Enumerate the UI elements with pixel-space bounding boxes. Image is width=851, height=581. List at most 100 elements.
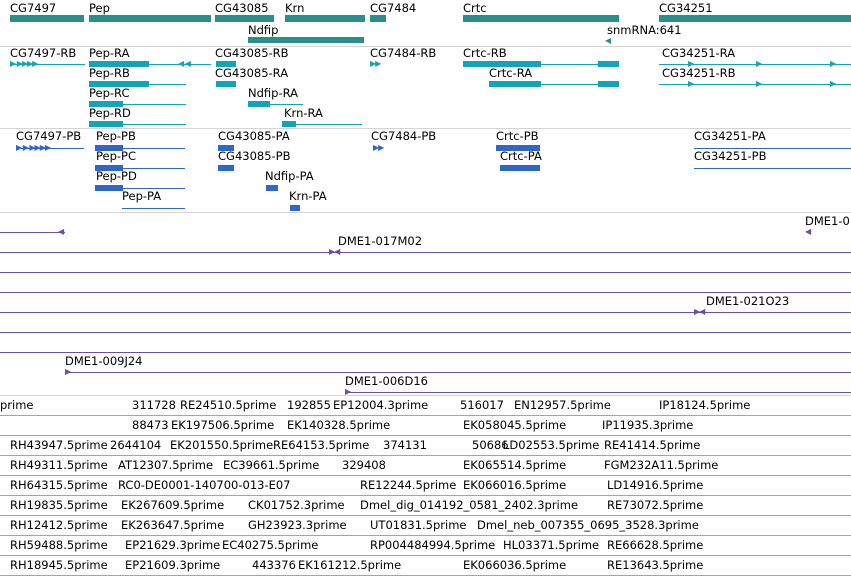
est-label[interactable]: RH43947.5prime <box>10 438 108 452</box>
est-label[interactable]: RC0-DE0001-140700-013-E07 <box>118 478 291 492</box>
est-label[interactable]: EK065514.5prime <box>463 458 567 472</box>
est-label[interactable]: RE12244.5prime <box>360 478 457 492</box>
gene-label-ndfip[interactable]: Ndfip <box>248 23 279 37</box>
gene-label-snmrna[interactable]: snmRNA:641 <box>607 23 682 37</box>
clone-label[interactable]: DME1-017M02 <box>338 234 423 248</box>
est-label[interactable]: EK140328.5prime <box>287 418 391 432</box>
est-label[interactable]: 192855 <box>287 398 331 412</box>
est-label[interactable]: EK066036.5prime <box>463 558 567 572</box>
est-label[interactable]: RH19835.5prime <box>10 498 108 512</box>
clone-line[interactable] <box>0 272 851 273</box>
est-label[interactable]: GH23923.3prime <box>248 518 347 532</box>
est-label[interactable]: RE13643.5prime <box>607 558 704 572</box>
transcript-label[interactable]: CG34251-RB <box>662 66 736 80</box>
gene-label-cg7497[interactable]: CG7497 <box>10 1 57 15</box>
protein-label[interactable]: CG43085-PA <box>218 129 290 143</box>
gene-bar-cg7484[interactable] <box>370 15 386 22</box>
transcript-label[interactable]: Krn-RA <box>284 106 323 120</box>
cds-block[interactable] <box>290 205 300 211</box>
cds-block[interactable] <box>266 185 278 191</box>
est-label[interactable]: 516017 <box>460 398 504 412</box>
protein-label[interactable]: CG34251-PA <box>694 129 766 143</box>
est-label[interactable]: 88473 <box>132 418 169 432</box>
est-label[interactable]: 374131 <box>383 438 427 452</box>
clone-line[interactable] <box>0 252 851 253</box>
est-label[interactable]: EP21609.3prime <box>125 558 221 572</box>
gene-bar-cg34251[interactable] <box>659 15 851 22</box>
clone-line[interactable] <box>0 332 851 333</box>
clone-label[interactable]: DME1-009J24 <box>65 354 143 368</box>
gene-bar-krn[interactable] <box>285 15 365 22</box>
est-label[interactable]: prime <box>0 398 34 412</box>
transcript-label[interactable]: Crtc-RB <box>463 46 507 60</box>
gene-bar-ndfip[interactable] <box>248 37 364 43</box>
est-label[interactable]: EK197506.5prime <box>171 418 275 432</box>
transcript-label[interactable]: Pep-RB <box>89 66 130 80</box>
est-label[interactable]: RH59488.5prime <box>10 538 108 552</box>
est-label[interactable]: EC40275.5prime <box>222 538 319 552</box>
est-label[interactable]: RE41414.5prime <box>604 438 701 452</box>
cds-block[interactable] <box>496 145 540 151</box>
est-label[interactable]: EK263647.5prime <box>121 518 225 532</box>
protein-label[interactable]: Pep-PC <box>96 149 137 163</box>
est-label[interactable]: RE64153.5prime <box>273 438 370 452</box>
est-label[interactable]: EP12004.3prime <box>333 398 429 412</box>
est-label[interactable]: Dmel_neb_007355_0695_3528.3prime <box>477 518 699 532</box>
protein-label[interactable]: CG43085-PB <box>218 149 291 163</box>
gene-bar-cg43085[interactable] <box>215 15 274 22</box>
exon-block[interactable] <box>89 101 123 107</box>
gene-bar-cg7497[interactable] <box>10 15 84 22</box>
exon-block[interactable] <box>89 61 149 67</box>
est-label[interactable]: RH18945.5prime <box>10 558 108 572</box>
est-label[interactable]: IP11935.3prime <box>602 418 694 432</box>
est-label[interactable]: 443376 <box>252 558 296 572</box>
est-label[interactable]: RH12412.5prime <box>10 518 108 532</box>
exon-block[interactable] <box>216 81 236 87</box>
clone-label[interactable]: DME1-006D16 <box>345 374 428 388</box>
transcript-label[interactable]: CG34251-RA <box>662 46 736 60</box>
est-label[interactable]: 311728 <box>132 398 176 412</box>
transcript-label[interactable]: Crtc-RA <box>489 66 533 80</box>
cds-block[interactable] <box>95 165 123 171</box>
est-label[interactable]: CK01752.3prime <box>248 498 345 512</box>
protein-label[interactable]: CG7497-PB <box>16 129 82 143</box>
gene-label-cg7484[interactable]: CG7484 <box>370 1 417 15</box>
est-label[interactable]: RE24510.5prime <box>180 398 277 412</box>
est-label[interactable]: RP004484994.5prime <box>370 538 496 552</box>
exon-block[interactable] <box>598 61 619 67</box>
est-label[interactable]: LD02553.5prime <box>503 438 600 452</box>
protein-label[interactable]: CG34251-PB <box>694 149 767 163</box>
est-label[interactable]: FGM232A11.5prime <box>604 458 719 472</box>
cds-block[interactable] <box>218 145 234 151</box>
gene-label-krn[interactable]: Krn <box>285 1 305 15</box>
protein-label[interactable]: Pep-PD <box>96 169 137 183</box>
gene-label-cg43085[interactable]: CG43085 <box>215 1 269 15</box>
exon-block[interactable] <box>89 81 149 87</box>
clone-line[interactable] <box>65 372 851 373</box>
protein-label[interactable]: CG7484-PB <box>371 129 437 143</box>
transcript-label[interactable]: CG7497-RB <box>10 46 77 60</box>
est-label[interactable]: EK267609.5prime <box>121 498 225 512</box>
est-label[interactable]: EK066016.5prime <box>463 478 567 492</box>
est-label[interactable]: RH49311.5prime <box>10 458 108 472</box>
protein-label[interactable]: Crtc-PB <box>496 129 539 143</box>
est-label[interactable]: EK201550.5prime <box>170 438 274 452</box>
gene-label-cg34251[interactable]: CG34251 <box>659 1 713 15</box>
exon-block[interactable] <box>489 81 541 87</box>
protein-label[interactable]: Crtc-PA <box>500 149 542 163</box>
transcript-label[interactable]: Pep-RC <box>89 86 130 100</box>
est-label[interactable]: EC39661.5prime <box>223 458 320 472</box>
est-label[interactable]: Dmel_dig_014192_0581_2402.3prime <box>360 498 579 512</box>
transcript-label[interactable]: CG43085-RA <box>215 66 289 80</box>
clone-line[interactable] <box>0 352 851 353</box>
gene-label-crtc[interactable]: Crtc <box>463 1 487 15</box>
est-label[interactable]: HL03371.5prime <box>503 538 600 552</box>
est-label[interactable]: RH64315.5prime <box>10 478 108 492</box>
est-label[interactable]: RE66628.5prime <box>607 538 704 552</box>
est-label[interactable]: RE73072.5prime <box>607 498 704 512</box>
clone-label[interactable]: DME1-021O23 <box>706 294 790 308</box>
exon-block[interactable] <box>463 61 541 67</box>
est-label[interactable]: AT12307.5prime <box>118 458 214 472</box>
cds-block[interactable] <box>500 165 540 171</box>
transcript-label[interactable]: Pep-RA <box>89 46 130 60</box>
